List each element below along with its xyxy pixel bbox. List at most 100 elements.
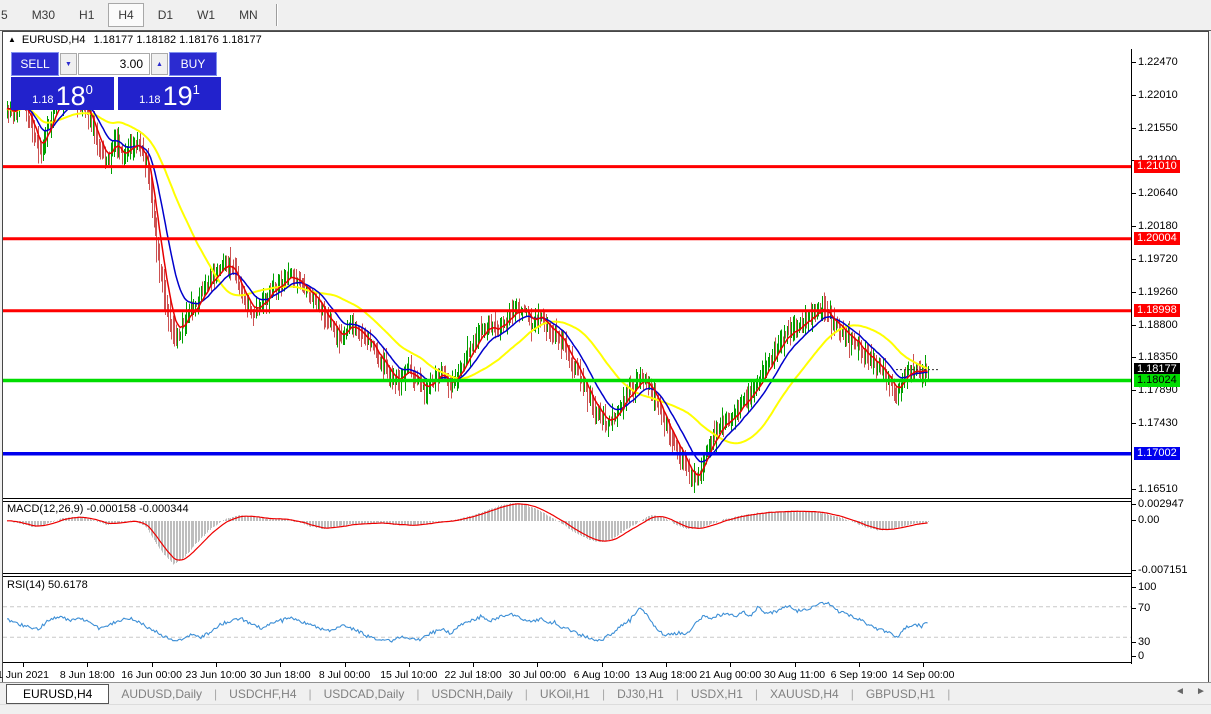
sell-price-box[interactable]: 1.18 18 0 (11, 77, 114, 110)
panel-splitter[interactable] (3, 573, 1132, 577)
date-axis-label: 30 Jul 00:00 (508, 669, 566, 681)
date-axis-label: 15 Jul 10:00 (380, 669, 438, 681)
date-axis-line (3, 662, 1132, 663)
date-axis-label: 30 Jun 18:00 (249, 669, 311, 681)
panel-splitter[interactable] (3, 498, 1132, 502)
rsi-axis-label: 0 (1138, 650, 1145, 662)
price-axis-tick (1131, 423, 1136, 425)
price-axis-label: 1.22010 (1138, 88, 1178, 101)
date-axis-label: 23 Jun 10:00 (185, 669, 247, 681)
chart-ohlc-values: 1.18177 1.18182 1.18176 1.18177 (93, 34, 262, 46)
timeframe-button-mn[interactable]: MN (239, 8, 258, 22)
timeframe-button-w1[interactable]: W1 (197, 8, 216, 22)
timeframe-toolbar: 5 M30 H1 H4 D1 W1 MN (0, 0, 1211, 31)
price-axis-tick (1131, 193, 1136, 195)
price-axis-tick (1131, 291, 1136, 293)
chart-title: ▲ EURUSD,H4 1.18177 1.18182 1.18176 1.1817… (8, 34, 262, 48)
price-axis-tick (1131, 357, 1136, 359)
date-axis-label: 30 Aug 11:00 (764, 669, 826, 681)
tab-separator: | (675, 686, 679, 701)
tab-separator: | (947, 686, 951, 701)
price-axis-tick (1131, 390, 1136, 392)
tab-separator: | (416, 686, 420, 701)
date-axis-tick (666, 663, 667, 667)
sell-price-prefix: 1.18 (32, 94, 54, 106)
one-click-trading-panel: SELL ▼ ▲ BUY 1.18 18 0 1.18 19 1 (11, 52, 224, 110)
timeframe-button-h1[interactable]: H1 (79, 8, 95, 22)
date-axis-label: 14 Sep 00:00 (891, 669, 955, 681)
tabs-scroll-left-icon[interactable]: ◄ (1175, 686, 1185, 697)
date-axis-tick (858, 663, 860, 667)
date-axis-label: 21 Aug 00:00 (699, 669, 762, 681)
macd-indicator-label: MACD(12,26,9) -0.000158 -0.000344 (7, 503, 189, 515)
price-level-badge: 1.18177 (1134, 363, 1180, 377)
chart-tab-usdx[interactable]: USDX,H1 (690, 686, 743, 701)
price-level-badge: 1.18024 (1134, 374, 1180, 387)
volume-decrease-button[interactable]: ▼ (60, 53, 77, 75)
chart-tab-eurusd[interactable]: EURUSD,H4 (6, 683, 110, 704)
chart-tab-xauusd[interactable]: XAUUSD,H4 (770, 686, 839, 701)
price-axis-label: 1.19720 (1138, 253, 1178, 265)
date-axis-tick (537, 663, 539, 667)
price-axis-tick (1131, 226, 1136, 228)
rsi-axis-tick (1131, 642, 1136, 643)
collapse-triangle-icon[interactable]: ▲ (8, 35, 16, 44)
rsi-axis-label: 70 (1138, 602, 1151, 614)
rsi-axis-label: 100 (1138, 581, 1157, 593)
rsi-axis-label: 30 (1138, 636, 1151, 648)
timeframe-button-m30[interactable]: M30 (31, 8, 56, 22)
chart-tab-audusd[interactable]: AUDUSD,Daily (121, 686, 203, 701)
price-axis-label: 1.20640 (1138, 187, 1178, 200)
price-axis-tick (1131, 127, 1136, 129)
date-axis-tick (601, 663, 603, 667)
tabs-scroll-right-icon[interactable]: ► (1196, 686, 1206, 697)
chart-tab-ukoil[interactable]: UKOil,H1 (539, 686, 590, 701)
chart-tab-usdcnh[interactable]: USDCNH,Daily (431, 686, 513, 701)
price-level-badge: 1.17002 (1134, 447, 1180, 461)
price-axis-label: 1.22470 (1138, 56, 1178, 68)
buy-button[interactable]: BUY (169, 52, 217, 76)
date-axis-label: 13 Aug 18:00 (635, 669, 697, 681)
volume-increase-button[interactable]: ▲ (151, 53, 168, 75)
date-axis-tick (151, 663, 153, 667)
buy-price-box[interactable]: 1.18 19 1 (118, 77, 221, 110)
price-axis-label: 1.18800 (1138, 318, 1178, 331)
macd-axis-tick (1131, 570, 1136, 571)
sell-button[interactable]: SELL (11, 52, 59, 76)
price-axis-label: 1.16510 (1138, 482, 1178, 495)
date-axis-label: 1 Jun 2021 (0, 669, 49, 681)
price-axis-tick (1131, 94, 1136, 96)
price-level-badge: 1.18998 (1134, 304, 1180, 318)
chart-tab-dj30[interactable]: DJ30,H1 (617, 686, 664, 701)
date-axis-label: 8 Jun 18:00 (59, 669, 115, 681)
macd-panel[interactable] (3, 502, 1132, 573)
buy-price-prefix: 1.18 (139, 94, 161, 106)
rsi-axis-tick (1131, 587, 1136, 588)
tab-separator: | (214, 686, 218, 701)
timeframe-button-d1[interactable]: D1 (157, 8, 174, 22)
rsi-indicator-label: RSI(14) 50.6178 (7, 579, 88, 591)
date-axis-tick (730, 663, 732, 667)
date-axis-tick (408, 663, 410, 667)
price-axis-label: 1.21550 (1138, 121, 1178, 134)
macd-axis-label: -0.007151 (1138, 564, 1188, 576)
sell-price-digits: 18 (55, 81, 86, 111)
price-axis-tick (1131, 488, 1136, 490)
price-axis-label: 1.17890 (1138, 384, 1178, 397)
price-level-badge: 1.20004 (1134, 232, 1180, 246)
timeframe-button-h4[interactable]: H4 (108, 3, 144, 27)
chart-tab-gbpusd[interactable]: GBPUSD,H1 (865, 686, 936, 701)
chart-tab-usdcad[interactable]: USDCAD,Daily (323, 686, 405, 701)
price-chart[interactable] (3, 51, 1132, 498)
timeframe-button-5[interactable]: 5 (1, 8, 8, 22)
date-axis-label: 22 Jul 18:00 (444, 669, 502, 681)
chart-symbol-label: EURUSD,H4 (21, 34, 86, 46)
tab-separator: | (524, 686, 528, 701)
macd-axis-tick (1131, 504, 1136, 505)
tab-separator: | (850, 686, 854, 701)
sell-price-pip: 0 (85, 82, 93, 97)
chart-tab-usdchf[interactable]: USDCHF,H4 (229, 686, 297, 701)
date-axis-tick (473, 663, 475, 667)
volume-input[interactable] (78, 53, 150, 75)
rsi-panel[interactable] (3, 577, 1132, 662)
